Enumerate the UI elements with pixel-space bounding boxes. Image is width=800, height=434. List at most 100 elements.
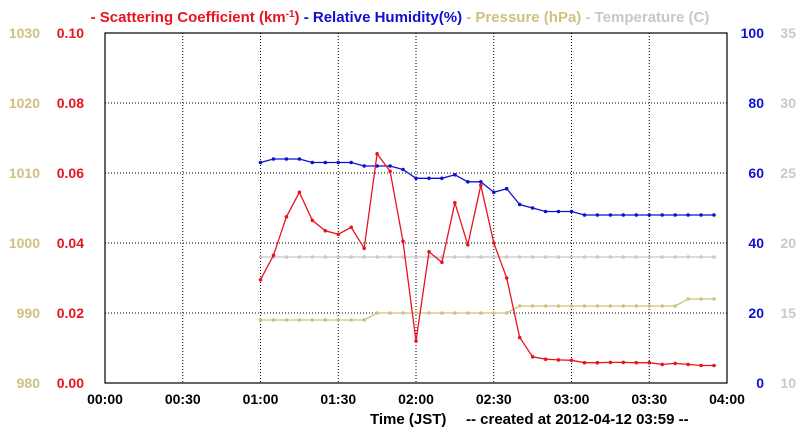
scattering-tick-label: 0.00 <box>57 375 84 391</box>
temperature-point <box>258 255 263 259</box>
relative-humidity-point <box>336 160 341 165</box>
temperature-point <box>673 255 677 259</box>
scattering-tick-label: 0.10 <box>57 25 84 41</box>
relative-humidity-point <box>258 160 263 165</box>
pressure-point <box>712 297 716 301</box>
temperature-point <box>530 255 535 259</box>
pressure-point <box>297 318 302 322</box>
pressure-line <box>260 298 714 321</box>
relative-humidity-point <box>530 206 535 210</box>
temperature-point <box>310 255 315 259</box>
scattering-coefficient-point <box>582 360 587 365</box>
relative-humidity-point <box>608 213 613 217</box>
relative-humidity-point <box>271 157 276 161</box>
scattering-coefficient-point <box>401 239 405 244</box>
pressure-axis: 980 990 1000 1010 1020 1030 <box>9 25 40 391</box>
scattering-coefficient-point <box>492 241 496 245</box>
scattering-coefficient-point <box>427 250 431 254</box>
relative-humidity-point <box>362 164 367 168</box>
relative-humidity-point <box>504 186 509 191</box>
temperature-point <box>543 255 548 259</box>
relative-humidity-point <box>686 213 690 217</box>
legend: - Scattering Coefficient (km-1) - Relati… <box>91 9 710 27</box>
relative-humidity-point <box>297 157 302 161</box>
humidity-tick-label: 60 <box>748 165 764 181</box>
pressure-point <box>401 311 405 315</box>
humidity-tick-label: 20 <box>748 305 764 321</box>
scattering-coefficient-point <box>310 218 315 223</box>
temperature-tick-label: 20 <box>780 235 796 251</box>
legend-temperature: - Temperature (C) <box>585 9 709 26</box>
temperature-point <box>634 255 639 259</box>
temperature-point <box>608 255 613 259</box>
pressure-point <box>595 304 600 308</box>
pressure-point <box>349 318 354 322</box>
scattering-coefficient-point <box>595 360 600 365</box>
temperature-point <box>569 255 574 259</box>
x-tick-label: 00:30 <box>165 391 201 407</box>
x-tick-label: 04:00 <box>709 391 745 407</box>
temperature-tick-label: 10 <box>780 375 796 391</box>
scattering-coefficient-point <box>569 358 574 363</box>
pressure-point <box>647 304 652 308</box>
relative-humidity-point <box>569 209 574 214</box>
pressure-point <box>569 304 574 308</box>
relative-humidity-point <box>582 213 587 217</box>
relative-humidity-point <box>712 213 716 217</box>
temperature-point <box>492 255 496 259</box>
temperature-point <box>582 255 587 259</box>
x-tick-label: 03:00 <box>554 391 590 407</box>
humidity-tick-label: 100 <box>741 25 765 41</box>
scattering-coefficient-point <box>699 363 703 368</box>
footer-note: -- created at 2012-04-12 03:59 -- <box>466 411 689 428</box>
scattering-coefficient-point <box>673 361 677 366</box>
x-tick-label: 01:30 <box>320 391 356 407</box>
temperature-point <box>479 255 483 259</box>
pressure-point <box>388 311 392 315</box>
scattering-coefficient-point <box>349 225 354 230</box>
temperature-point <box>375 255 379 259</box>
temperature-point <box>660 255 664 259</box>
pressure-point <box>634 304 639 308</box>
pressure-point <box>310 318 315 322</box>
legend-suffix: ) <box>295 9 300 26</box>
relative-humidity-point <box>349 160 354 165</box>
series-layer <box>258 152 716 368</box>
x-axis-label: Time (JST) <box>370 411 446 428</box>
temperature-axis: 10 15 20 25 30 35 <box>780 25 796 391</box>
temperature-tick-label: 15 <box>780 305 796 321</box>
pressure-tick-label: 980 <box>17 375 41 391</box>
relative-humidity-point <box>466 180 470 184</box>
relative-humidity-point <box>517 202 522 207</box>
scattering-tick-label: 0.02 <box>57 305 84 321</box>
temperature-point <box>556 255 561 259</box>
pressure-tick-label: 990 <box>17 305 41 321</box>
humidity-axis: 0 20 40 60 80 100 <box>741 25 765 391</box>
scattering-coefficient-point <box>414 339 418 343</box>
temperature-point <box>414 255 418 259</box>
scattering-coefficient-point <box>453 201 457 205</box>
pressure-point <box>582 304 587 308</box>
temperature-point <box>323 255 328 259</box>
relative-humidity-point <box>556 209 561 214</box>
pressure-tick-label: 1010 <box>9 165 40 181</box>
relative-humidity-point <box>388 164 392 168</box>
scattering-coefficient-point <box>556 358 561 362</box>
temperature-point <box>297 255 302 259</box>
relative-humidity-point <box>595 213 600 217</box>
temperature-point <box>621 255 626 259</box>
scattering-coefficient-point <box>543 357 548 362</box>
pressure-point <box>686 297 690 301</box>
x-axis: 00:00 00:30 01:00 01:30 02:00 02:30 03:00 03:30… <box>87 391 745 407</box>
pressure-point <box>608 304 613 308</box>
relative-humidity-point <box>634 213 639 217</box>
temperature-point <box>336 255 341 259</box>
relative-humidity-point <box>479 180 483 184</box>
scattering-coefficient-point <box>336 232 341 237</box>
pressure-point <box>375 311 379 315</box>
x-tick-label: 02:30 <box>476 391 512 407</box>
scattering-coefficient-point <box>297 190 302 195</box>
relative-humidity-point <box>427 176 431 181</box>
temperature-point <box>284 255 289 259</box>
